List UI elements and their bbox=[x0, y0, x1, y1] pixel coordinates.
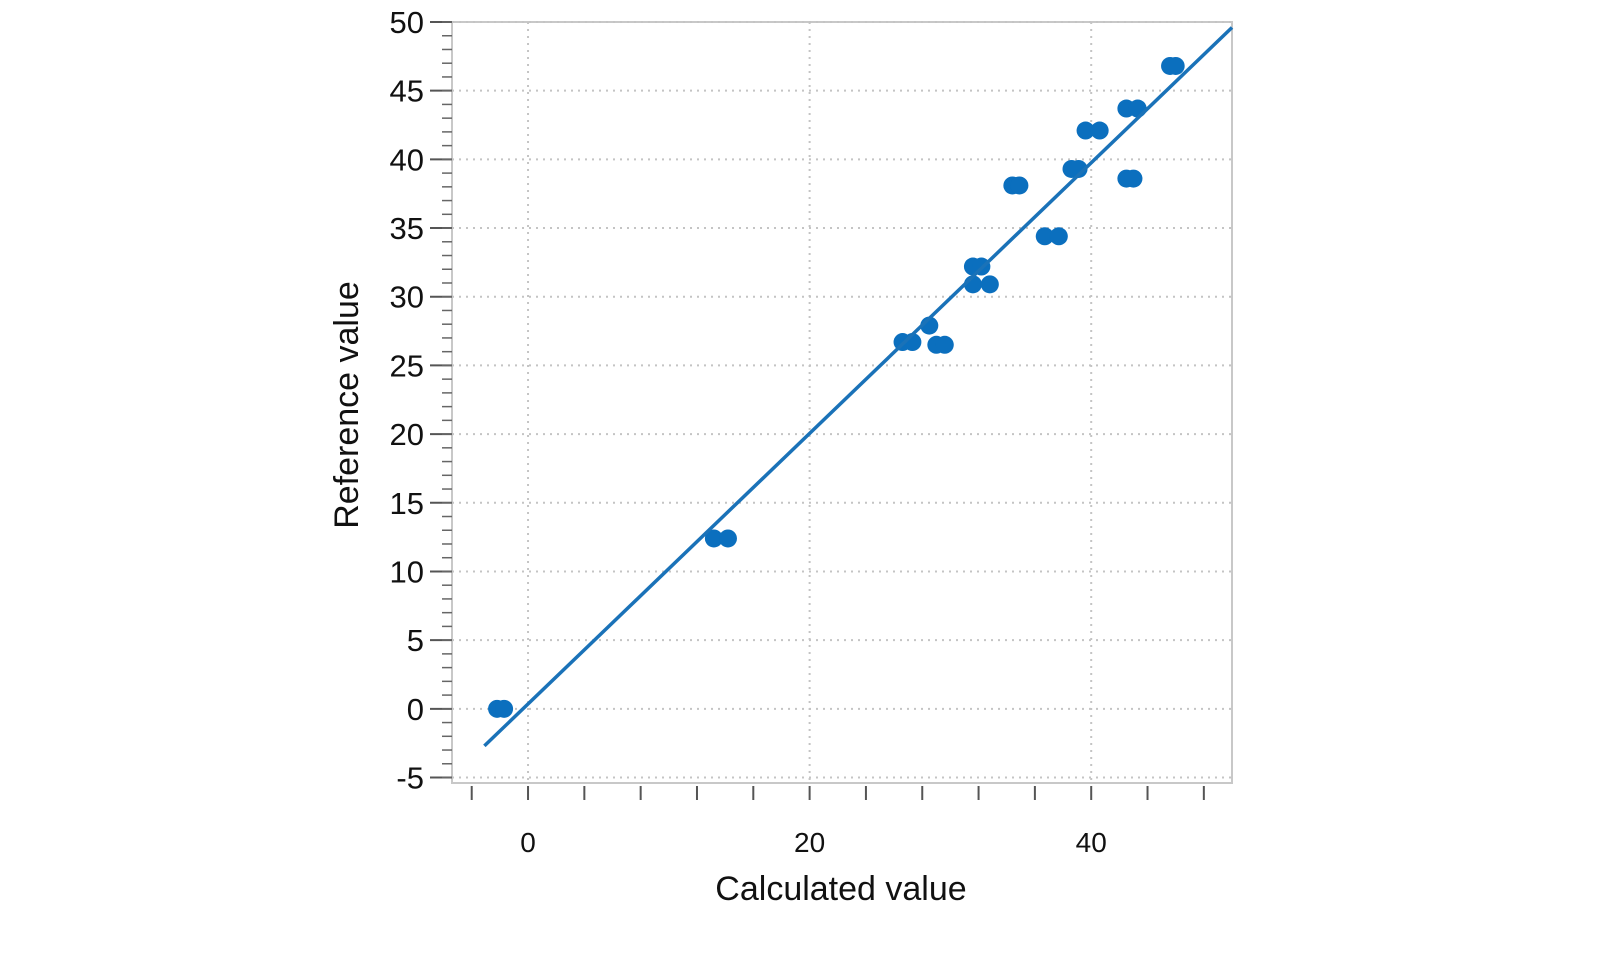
point bbox=[1076, 121, 1095, 140]
y-tick-label: 45 bbox=[390, 74, 424, 109]
y-tick-label: 10 bbox=[390, 554, 424, 589]
point bbox=[1035, 227, 1054, 246]
y-tick-label: 0 bbox=[407, 692, 424, 727]
plot-area bbox=[451, 21, 1233, 784]
point bbox=[1166, 56, 1185, 75]
point bbox=[980, 275, 999, 294]
point bbox=[935, 335, 954, 354]
x-axis-title: Calculated value bbox=[715, 870, 966, 908]
y-tick-label: 30 bbox=[390, 280, 424, 315]
x-tick-label: 0 bbox=[520, 827, 536, 858]
point bbox=[495, 699, 514, 718]
y-tick-label: 20 bbox=[390, 417, 424, 452]
x-tick-label: 20 bbox=[794, 827, 825, 858]
y-tick-label: 50 bbox=[390, 5, 424, 40]
point bbox=[718, 529, 737, 548]
fit-line bbox=[483, 26, 1234, 748]
y-axis-title: Reference value bbox=[328, 281, 366, 529]
y-tick-label: 35 bbox=[390, 211, 424, 246]
point bbox=[1124, 169, 1143, 188]
point bbox=[704, 529, 723, 548]
x-tick-label: 40 bbox=[1076, 827, 1107, 858]
y-tick-label: 5 bbox=[407, 623, 424, 658]
point bbox=[1010, 176, 1029, 195]
point bbox=[1049, 227, 1068, 246]
y-tick-label: -5 bbox=[396, 761, 424, 796]
point bbox=[1090, 121, 1109, 140]
y-tick-label: 15 bbox=[390, 486, 424, 521]
point bbox=[1128, 99, 1147, 118]
y-tick-label: 40 bbox=[390, 142, 424, 177]
point bbox=[1069, 159, 1088, 178]
y-tick-label: 25 bbox=[390, 348, 424, 383]
